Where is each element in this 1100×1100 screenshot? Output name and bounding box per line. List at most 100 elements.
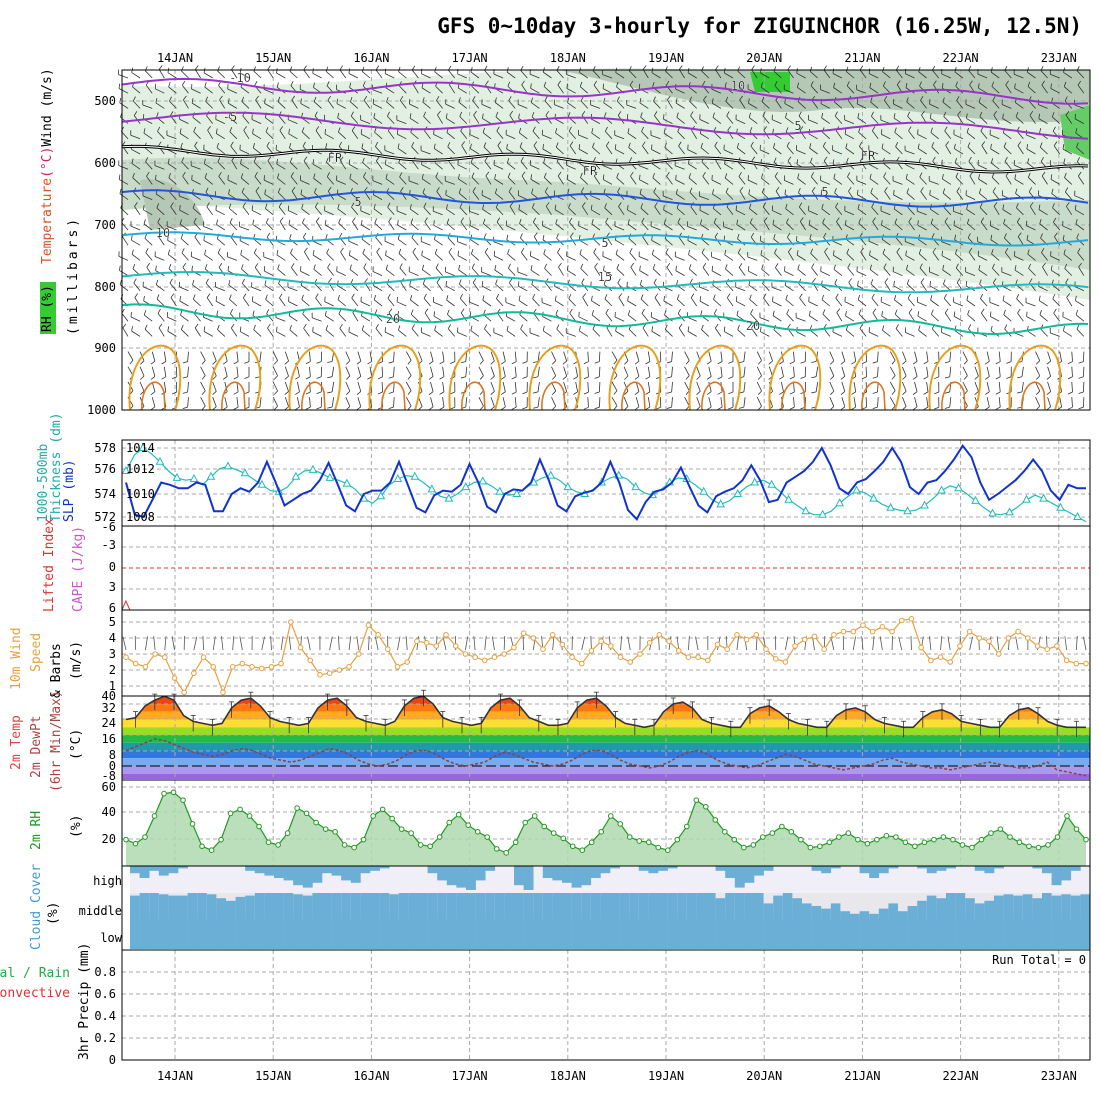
wind-barb-flag <box>409 113 412 119</box>
wind-barb <box>375 69 383 79</box>
cloud-mid-bar <box>936 898 947 919</box>
wind-barb-flag <box>150 376 156 380</box>
wind-barb-flag <box>542 234 545 240</box>
wind-barb <box>398 253 407 261</box>
wind-barb-flag <box>953 311 956 317</box>
cloud-low-bar <box>600 919 611 949</box>
wind-barb-flag <box>785 112 788 118</box>
wind-barb <box>194 69 201 79</box>
wind-barb-flag <box>822 309 826 315</box>
wind-barb <box>715 69 722 79</box>
wind-barb-flag <box>291 186 296 192</box>
wind-barb-flag <box>1065 278 1069 284</box>
wind-barb <box>495 283 504 292</box>
wind-barb <box>132 100 141 109</box>
wind-barb <box>858 131 867 140</box>
wind-barb <box>823 328 831 337</box>
wind-barb <box>497 312 504 322</box>
wind-barb-flag <box>278 202 283 208</box>
wind-barb-flag <box>339 232 343 238</box>
wind-barb-flag <box>376 156 380 162</box>
wind-barb-flag <box>757 360 762 365</box>
wind-barb <box>542 316 552 322</box>
wind-barb <box>181 252 189 261</box>
wind-barb <box>868 150 879 155</box>
wind-barb <box>551 351 557 361</box>
wind-barb-flag <box>1078 262 1082 268</box>
wind-barb <box>647 366 651 377</box>
wind10m-barb <box>552 636 555 651</box>
cloud-mid-bar <box>917 900 928 919</box>
wind-barb-flag <box>912 391 918 395</box>
wind-barb <box>288 210 298 216</box>
wind-barb-flag <box>942 279 946 285</box>
wind-barb <box>393 381 395 393</box>
cloud-low-bar <box>274 919 284 949</box>
date-label-bottom: 21JAN <box>844 1069 880 1083</box>
contour-label: 10 <box>731 79 745 93</box>
wind10m-point <box>1005 635 1012 641</box>
cloud-low-bar <box>485 919 496 949</box>
wind-barb-flag <box>131 158 134 164</box>
contour-label: 5 <box>601 236 608 250</box>
wind-barb-flag <box>847 172 851 178</box>
wind-barb <box>312 331 322 337</box>
wind-barb <box>592 328 601 337</box>
wind-barb <box>772 224 782 231</box>
wind-barb <box>880 210 891 216</box>
wind-barb-flag <box>119 188 122 194</box>
wind-barb <box>747 179 758 185</box>
wind-barb <box>265 299 274 307</box>
wind-barb-flag <box>751 323 755 329</box>
wind-barb <box>357 366 362 377</box>
wind-barb-flag <box>484 324 488 330</box>
cloud-mid-bar <box>226 900 236 919</box>
wind-barb-flag <box>603 97 606 103</box>
wind-barb-flag <box>150 391 156 395</box>
wind-barb <box>430 381 434 392</box>
wind-barb <box>228 102 238 109</box>
wind-barb-flag <box>284 360 289 365</box>
wind-barb-flag <box>228 280 231 286</box>
cloud-high-bar <box>734 866 745 888</box>
wind-barb-flag <box>410 218 414 224</box>
wind-barb-flag <box>336 98 338 104</box>
wind-barb-flag <box>984 361 990 365</box>
wind10m-point <box>559 641 566 648</box>
wind-barb-flag <box>481 281 484 287</box>
wind-barb <box>1041 175 1048 185</box>
wind-barb <box>385 87 395 94</box>
wind-barb <box>931 146 939 155</box>
wind-barb <box>531 284 540 292</box>
cloud-low-bar <box>936 919 947 949</box>
wind-barb <box>421 87 431 94</box>
cloud-high-bar <box>139 866 150 878</box>
wind-barb-flag <box>532 294 536 299</box>
wind-barb-flag <box>373 203 376 210</box>
wind-barb <box>630 175 637 185</box>
contour-10 <box>121 231 1089 247</box>
wind-barb-flag <box>277 187 281 193</box>
wind-barb-flag <box>677 217 681 223</box>
wind-barb <box>144 147 153 155</box>
wind-barb <box>598 366 601 377</box>
wind-barb <box>689 268 697 276</box>
wind-barb <box>313 101 322 109</box>
cloud-low-bar <box>1061 919 1072 949</box>
wind-barb <box>870 283 879 292</box>
wind10m-point <box>995 651 1002 657</box>
wind10m-barb <box>879 636 883 651</box>
wind-barb-flag <box>772 128 774 134</box>
wind-barb-flag <box>613 360 618 365</box>
wind-barb-flag <box>666 171 670 177</box>
wind-barb <box>708 381 712 392</box>
wind-barb <box>514 366 517 377</box>
wind-barb <box>481 103 492 109</box>
cloud-low-bar <box>504 919 515 949</box>
wind-barb-flag <box>485 80 489 86</box>
wind-barb <box>482 132 492 140</box>
wind-barb <box>418 351 423 362</box>
wind-barb <box>580 268 589 276</box>
cloud-high-bar <box>1042 866 1052 874</box>
wind-barb-flag <box>711 98 714 104</box>
